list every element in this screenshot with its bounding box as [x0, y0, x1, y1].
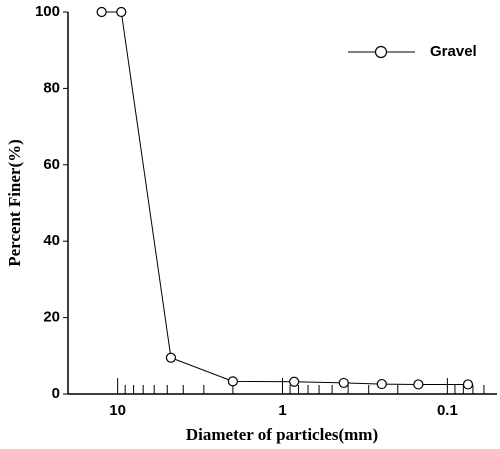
legend-label: Gravel [430, 43, 477, 60]
data-point [96, 6, 107, 18]
data-point [289, 376, 300, 387]
y-tick-label: 40 [43, 232, 60, 249]
y-tick-label: 80 [43, 79, 60, 96]
x-tick-label: 10 [109, 402, 126, 419]
data-point [413, 379, 424, 390]
data-point [462, 379, 474, 390]
legend-marker [374, 45, 388, 59]
data-point [116, 6, 127, 18]
data-point [376, 378, 387, 390]
y-tick-label: 0 [52, 385, 60, 402]
x-axis-label: Diameter of particles(mm) [186, 425, 378, 444]
data-point [338, 377, 349, 389]
x-tick-label: 0.1 [437, 402, 458, 419]
y-tick-label: 20 [43, 309, 60, 326]
x-tick-label: 1 [278, 402, 286, 419]
series-line [101, 11, 468, 385]
y-tick-label: 60 [43, 156, 60, 173]
data-point [227, 376, 238, 387]
data-point [165, 352, 177, 363]
y-axis-label: Percent Finer(%) [5, 139, 24, 267]
y-tick-label: 100 [35, 3, 60, 20]
